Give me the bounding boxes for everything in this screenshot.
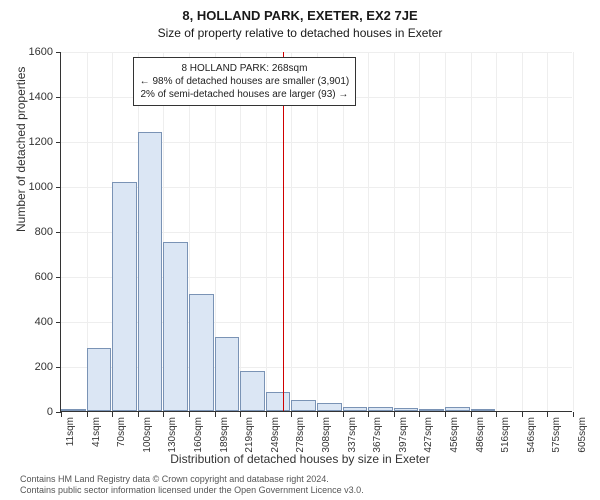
x-tick-mark [240,412,241,417]
x-tick-mark [394,412,395,417]
x-tick-label: 11sqm [65,417,76,446]
x-tick-mark [419,412,420,417]
x-tick-mark [266,412,267,417]
callout-line2: ← 98% of detached houses are smaller (3,… [140,75,350,88]
x-tick-mark [368,412,369,417]
x-tick-mark [496,412,497,417]
histogram-bar [61,409,86,411]
gridline-v [547,52,548,411]
histogram-bar [419,409,444,411]
x-tick-label: 397sqm [398,417,409,453]
x-tick-label: 486sqm [475,417,486,453]
x-tick-mark [445,412,446,417]
callout-box: 8 HOLLAND PARK: 268sqm← 98% of detached … [133,57,357,106]
y-tick-mark [56,97,61,98]
y-tick-mark [56,232,61,233]
histogram-bar [112,182,137,412]
x-tick-label: 41sqm [91,417,102,447]
x-tick-mark [189,412,190,417]
y-tick-label: 800 [13,226,53,238]
x-tick-mark [138,412,139,417]
y-tick-label: 1000 [13,181,53,193]
histogram-bar [163,242,188,411]
x-tick-mark [87,412,88,417]
x-tick-label: 189sqm [219,417,230,453]
histogram-bar [291,400,316,411]
y-tick-mark [56,277,61,278]
y-tick-mark [56,367,61,368]
footer-line1: Contains HM Land Registry data © Crown c… [20,474,364,485]
y-tick-label: 400 [13,316,53,328]
chart-title-sub: Size of property relative to detached ho… [0,23,600,40]
x-tick-label: 219sqm [244,417,255,453]
x-tick-label: 249sqm [270,417,281,453]
gridline-v [573,52,574,411]
x-tick-label: 546sqm [526,417,537,453]
x-tick-mark [291,412,292,417]
gridline-v [496,52,497,411]
histogram-bar [394,408,419,411]
y-tick-mark [56,52,61,53]
callout-line1: 8 HOLLAND PARK: 268sqm [140,62,350,75]
histogram-bar [266,392,291,411]
x-tick-label: 456sqm [449,417,460,453]
x-tick-mark [547,412,548,417]
x-tick-label: 278sqm [295,417,306,453]
gridline-v [522,52,523,411]
x-tick-mark [471,412,472,417]
x-tick-label: 516sqm [500,417,511,453]
x-tick-label: 367sqm [372,417,383,453]
x-tick-label: 575sqm [551,417,562,453]
histogram-bar [445,407,470,412]
gridline-v [368,52,369,411]
histogram-bar [138,132,163,411]
y-tick-label: 200 [13,361,53,373]
x-tick-mark [61,412,62,417]
histogram-bar [317,403,342,411]
x-axis-label: Distribution of detached houses by size … [0,452,600,466]
x-tick-label: 100sqm [142,417,153,453]
y-tick-label: 1400 [13,91,53,103]
callout-line3: 2% of semi-detached houses are larger (9… [140,88,350,101]
x-tick-mark [112,412,113,417]
x-tick-mark [343,412,344,417]
gridline-v [419,52,420,411]
x-tick-mark [215,412,216,417]
chart-title-main: 8, HOLLAND PARK, EXETER, EX2 7JE [0,0,600,23]
histogram-bar [189,294,214,411]
gridline-v [471,52,472,411]
histogram-bar [215,337,240,411]
histogram-bar [343,407,368,412]
x-tick-label: 337sqm [347,417,358,453]
y-tick-label: 0 [13,406,53,418]
y-tick-label: 1200 [13,136,53,148]
x-tick-label: 160sqm [193,417,204,453]
chart-container: 0200400600800100012001400160011sqm41sqm7… [60,52,572,412]
histogram-bar [240,371,265,412]
plot-area: 0200400600800100012001400160011sqm41sqm7… [60,52,572,412]
footer-attribution: Contains HM Land Registry data © Crown c… [20,474,364,496]
x-tick-label: 130sqm [167,417,178,453]
x-tick-label: 308sqm [321,417,332,453]
x-tick-label: 427sqm [423,417,434,453]
x-tick-mark [522,412,523,417]
histogram-bar [471,409,496,411]
x-tick-label: 70sqm [116,417,127,447]
gridline-v [394,52,395,411]
y-tick-mark [56,187,61,188]
y-tick-mark [56,142,61,143]
y-tick-mark [56,322,61,323]
x-tick-mark [573,412,574,417]
y-tick-label: 1600 [13,46,53,58]
gridline-v [445,52,446,411]
y-tick-label: 600 [13,271,53,283]
x-tick-mark [163,412,164,417]
footer-line2: Contains public sector information licen… [20,485,364,496]
histogram-bar [368,407,393,411]
x-tick-mark [317,412,318,417]
x-tick-label: 605sqm [577,417,588,453]
histogram-bar [87,348,112,411]
